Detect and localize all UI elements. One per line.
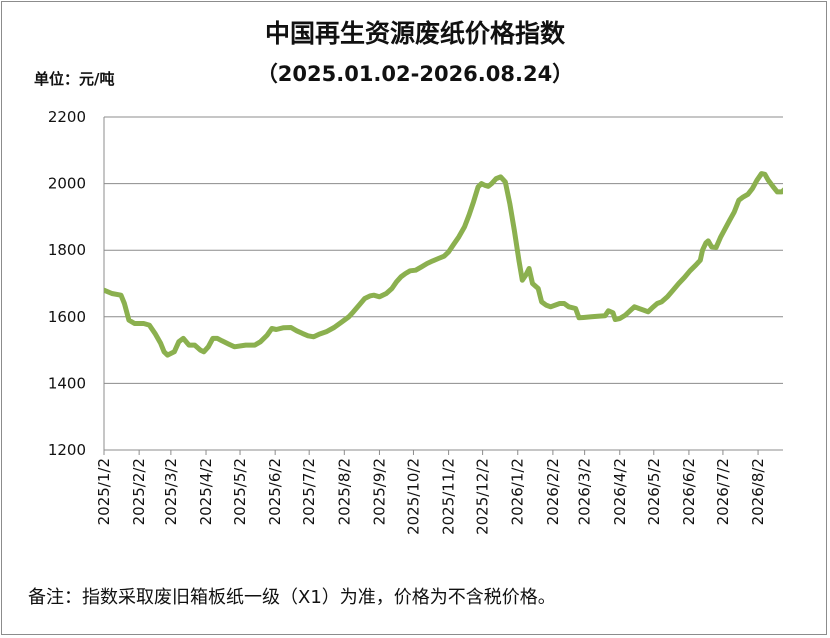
y-tick-labels: 1200 1400 1600 1800 2000 2200 bbox=[48, 108, 86, 459]
x-tick-label: 2025/7/2 bbox=[300, 458, 318, 525]
y-tick-label: 2000 bbox=[48, 175, 86, 193]
x-tick-label: 2026/2/2 bbox=[544, 458, 562, 525]
x-tick-label: 2025/2/2 bbox=[130, 458, 148, 525]
x-tick-labels: 2025/1/2 2025/2/2 2025/3/2 2025/4/2 2025/5/2… bbox=[95, 458, 767, 535]
x-tick-label: 2025/1/2 bbox=[95, 458, 113, 525]
chart-title: 中国再生资源废纸价格指数 bbox=[264, 19, 565, 48]
x-tick-label: 2025/3/2 bbox=[162, 458, 180, 525]
chart-subtitle: （2025.01.02-2026.08.24） bbox=[256, 62, 574, 86]
x-tick-label: 2026/6/2 bbox=[680, 458, 698, 525]
x-tick-label: 2025/8/2 bbox=[335, 458, 353, 525]
x-tick-label: 2025/4/2 bbox=[197, 458, 215, 525]
x-tick-label: 2026/3/2 bbox=[576, 458, 594, 525]
x-tick-label: 2025/5/2 bbox=[231, 458, 249, 525]
x-tick-label: 2025/11/2 bbox=[440, 458, 458, 535]
y-tick-label: 1600 bbox=[48, 308, 86, 326]
series-line bbox=[104, 171, 783, 358]
unit-label: 单位：元/吨 bbox=[34, 70, 115, 88]
x-tick-label: 2026/4/2 bbox=[611, 458, 629, 525]
x-tick-label: 2026/8/2 bbox=[749, 458, 767, 525]
x-tick-label: 2026/5/2 bbox=[645, 458, 663, 525]
axes bbox=[103, 117, 783, 455]
y-tick-label: 1400 bbox=[48, 374, 86, 392]
chart-note: 备注：指数采取废旧箱板纸一级（X1）为准，价格为不含税价格。 bbox=[28, 587, 556, 608]
x-tick-label: 2025/10/2 bbox=[404, 458, 422, 535]
series-group bbox=[104, 171, 783, 358]
x-tick-label: 2025/6/2 bbox=[266, 458, 284, 525]
x-tick-label: 2026/7/2 bbox=[714, 458, 732, 525]
y-tick-label: 2200 bbox=[48, 108, 86, 126]
x-tick-label: 2025/9/2 bbox=[370, 458, 388, 525]
y-tick-label: 1200 bbox=[48, 441, 86, 459]
x-tick-label: 2026/1/2 bbox=[509, 458, 527, 525]
x-tick-label: 2025/12/2 bbox=[474, 458, 492, 535]
y-tick-label: 1800 bbox=[48, 241, 86, 259]
